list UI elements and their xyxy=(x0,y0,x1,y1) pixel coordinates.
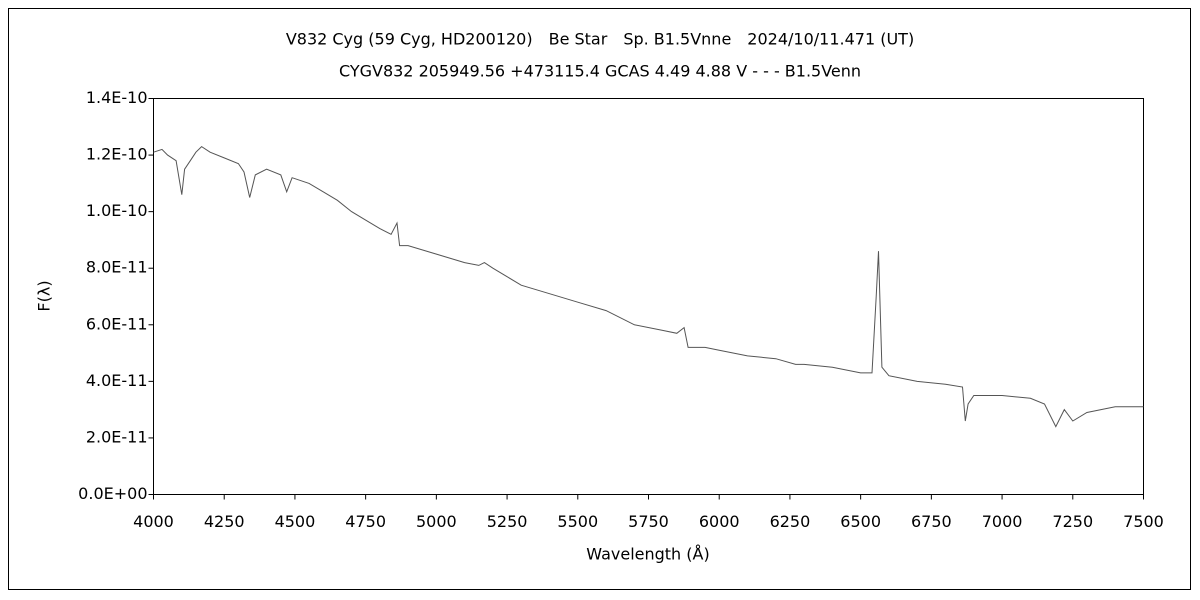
plot-area xyxy=(153,98,1144,495)
y-tick-label: 4.0E-11 xyxy=(86,371,148,390)
x-tick-label: 6250 xyxy=(770,512,811,531)
y-tick-label: 6.0E-11 xyxy=(86,314,148,333)
x-tick-label: 6750 xyxy=(911,512,952,531)
y-tick-label: 0.0E+00 xyxy=(78,484,147,503)
y-tick-label: 1.2E-10 xyxy=(86,145,148,164)
x-tick-label: 6000 xyxy=(699,512,740,531)
y-tick-label: 8.0E-11 xyxy=(86,258,148,277)
x-tick-label: 5000 xyxy=(416,512,457,531)
y-tick-label: 2.0E-11 xyxy=(86,427,148,446)
chart-subtitle: CYGV832 205949.56 +473115.4 GCAS 4.49 4.… xyxy=(339,62,861,81)
x-tick-label: 4000 xyxy=(133,512,174,531)
x-tick-label: 4250 xyxy=(204,512,245,531)
x-tick-label: 7250 xyxy=(1052,512,1093,531)
x-tick-label: 4750 xyxy=(345,512,386,531)
spectrum-line xyxy=(153,145,1144,428)
x-tick-label: 5500 xyxy=(557,512,598,531)
x-tick-label: 7500 xyxy=(1123,512,1164,531)
y-tick-label: 1.4E-10 xyxy=(86,88,148,107)
x-tick-label: 5750 xyxy=(628,512,669,531)
y-axis-label: F(λ) xyxy=(35,280,54,311)
chart-title: V832 Cyg (59 Cyg, HD200120) Be Star Sp. … xyxy=(286,30,914,49)
x-tick-label: 5250 xyxy=(487,512,528,531)
x-tick-label: 6500 xyxy=(840,512,881,531)
x-tick-label: 4500 xyxy=(275,512,316,531)
x-axis-label: Wavelength (Å) xyxy=(586,545,709,564)
x-tick-label: 7000 xyxy=(982,512,1023,531)
frame xyxy=(8,8,1191,590)
y-tick-label: 1.0E-10 xyxy=(86,201,148,220)
